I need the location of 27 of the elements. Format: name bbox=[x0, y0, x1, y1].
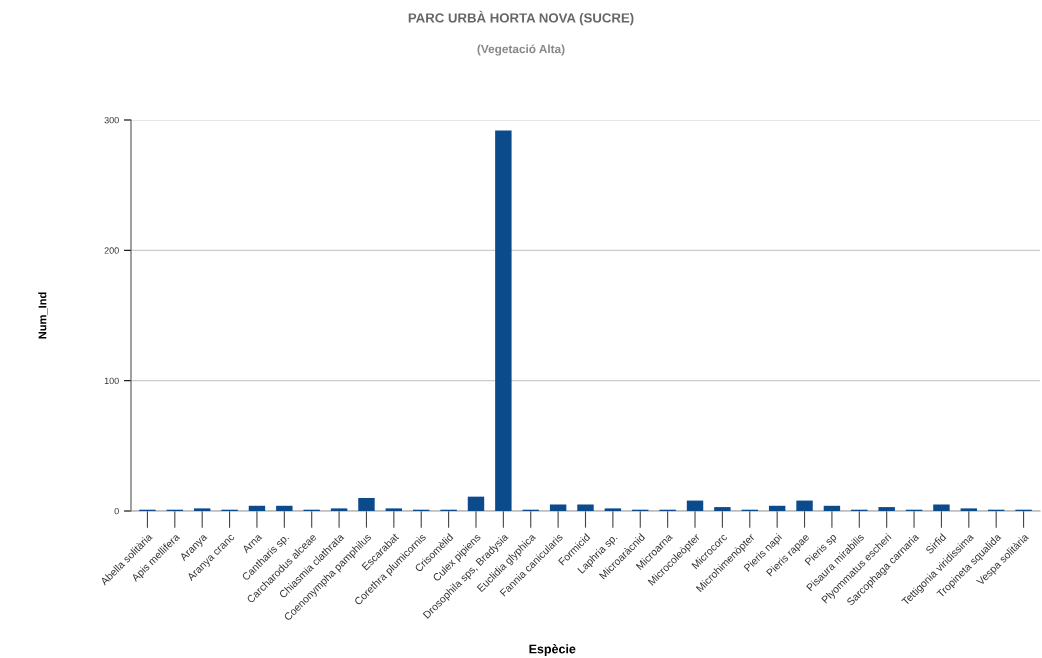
chart-subtitle: (Vegetació Alta) bbox=[477, 44, 565, 56]
bar bbox=[467, 496, 485, 511]
bar bbox=[960, 508, 978, 511]
x-axis-title: Espècie bbox=[529, 644, 576, 656]
bar bbox=[796, 500, 813, 511]
y-tick-label: 300 bbox=[104, 116, 119, 124]
y-tick-label: 0 bbox=[114, 507, 119, 515]
chart-title: PARC URBÀ HORTA NOVA (SUCRE) bbox=[408, 10, 634, 26]
bar bbox=[686, 500, 704, 511]
bar bbox=[276, 505, 293, 511]
y-tick-label: 100 bbox=[104, 377, 119, 385]
y-axis-title: Num_Ind bbox=[38, 292, 48, 339]
bar bbox=[878, 507, 895, 511]
bar bbox=[549, 504, 567, 511]
bar bbox=[933, 504, 950, 511]
bar bbox=[248, 505, 266, 511]
bar bbox=[193, 508, 211, 511]
bar bbox=[330, 508, 348, 511]
bar bbox=[495, 130, 512, 511]
y-tick-label: 200 bbox=[104, 247, 119, 254]
bar bbox=[604, 508, 622, 511]
bar bbox=[714, 507, 731, 511]
bar bbox=[358, 497, 375, 511]
bar bbox=[385, 508, 403, 511]
bar bbox=[768, 505, 786, 511]
bar bbox=[823, 505, 841, 511]
bar bbox=[577, 504, 594, 511]
